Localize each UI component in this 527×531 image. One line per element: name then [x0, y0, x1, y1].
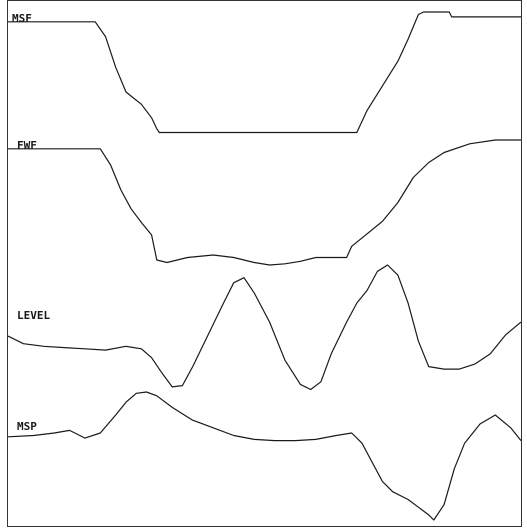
series-label-level: LEVEL: [17, 309, 50, 322]
series-label-fwf: FWF: [17, 139, 37, 152]
plot-border: [7, 0, 522, 527]
series-line-level: [7, 264, 522, 391]
series-label-msf: MSF: [12, 12, 32, 25]
series-line-msf: [8, 11, 521, 134]
series-line-msp: [7, 391, 522, 521]
series-label-msp: MSP: [17, 420, 37, 433]
series-line-fwf: [8, 139, 521, 266]
